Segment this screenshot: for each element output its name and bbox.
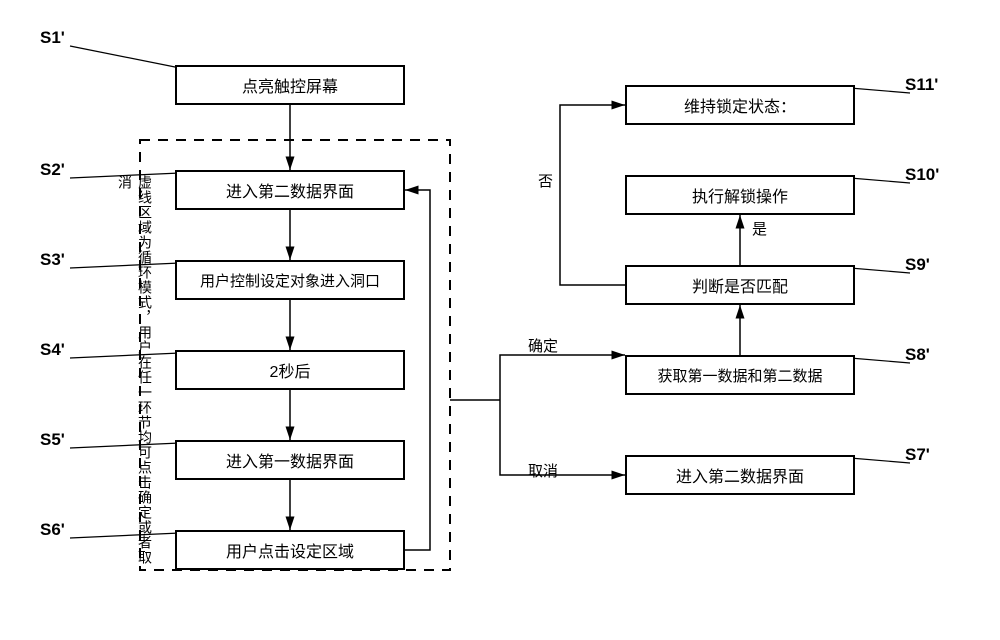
label-s8: S8' bbox=[905, 345, 930, 365]
step-s9-text: 判断是否匹配 bbox=[692, 273, 788, 297]
label-s7: S7' bbox=[905, 445, 930, 465]
label-s4: S4' bbox=[40, 340, 65, 360]
step-s2-text: 进入第二数据界面 bbox=[226, 178, 354, 202]
step-s5-box: 进入第一数据界面 bbox=[175, 440, 405, 480]
step-s6-box: 用户点击设定区域 bbox=[175, 530, 405, 570]
label-s5: S5' bbox=[40, 430, 65, 450]
step-s7-text: 进入第二数据界面 bbox=[676, 463, 804, 487]
step-s3-text: 用户控制设定对象进入洞口 bbox=[200, 270, 380, 291]
step-s10-text: 执行解锁操作 bbox=[692, 183, 788, 207]
step-s9-box: 判断是否匹配 bbox=[625, 265, 855, 305]
step-s11-text: 维持锁定状态： bbox=[684, 93, 796, 117]
step-s1-box: 点亮触控屏幕 bbox=[175, 65, 405, 105]
step-s2-box: 进入第二数据界面 bbox=[175, 170, 405, 210]
step-s5-text: 进入第一数据界面 bbox=[226, 448, 354, 472]
label-s9: S9' bbox=[905, 255, 930, 275]
edge-label-no: 否 bbox=[538, 170, 553, 191]
step-s3-box: 用户控制设定对象进入洞口 bbox=[175, 260, 405, 300]
label-s11: S11' bbox=[905, 75, 938, 95]
edge-label-cancel: 取消 bbox=[528, 460, 558, 481]
label-s10: S10' bbox=[905, 165, 939, 185]
step-s1-text: 点亮触控屏幕 bbox=[242, 73, 338, 97]
label-s6: S6' bbox=[40, 520, 65, 540]
edge-label-confirm: 确定 bbox=[528, 335, 558, 356]
label-s1: S1' bbox=[40, 28, 65, 48]
edge-label-yes: 是 bbox=[752, 218, 767, 239]
loop-annotation: 虚线区域为循环模式，用户在任一环节均可点击确定或者取消 bbox=[115, 175, 155, 575]
step-s8-text: 获取第一数据和第二数据 bbox=[657, 365, 822, 386]
step-s8-box: 获取第一数据和第二数据 bbox=[625, 355, 855, 395]
step-s10-box: 执行解锁操作 bbox=[625, 175, 855, 215]
step-s4-box: 2秒后 bbox=[175, 350, 405, 390]
label-s2: S2' bbox=[40, 160, 65, 180]
step-s6-text: 用户点击设定区域 bbox=[226, 538, 354, 562]
label-s3: S3' bbox=[40, 250, 65, 270]
step-s11-box: 维持锁定状态： bbox=[625, 85, 855, 125]
step-s7-box: 进入第二数据界面 bbox=[625, 455, 855, 495]
step-s4-text: 2秒后 bbox=[270, 358, 311, 382]
